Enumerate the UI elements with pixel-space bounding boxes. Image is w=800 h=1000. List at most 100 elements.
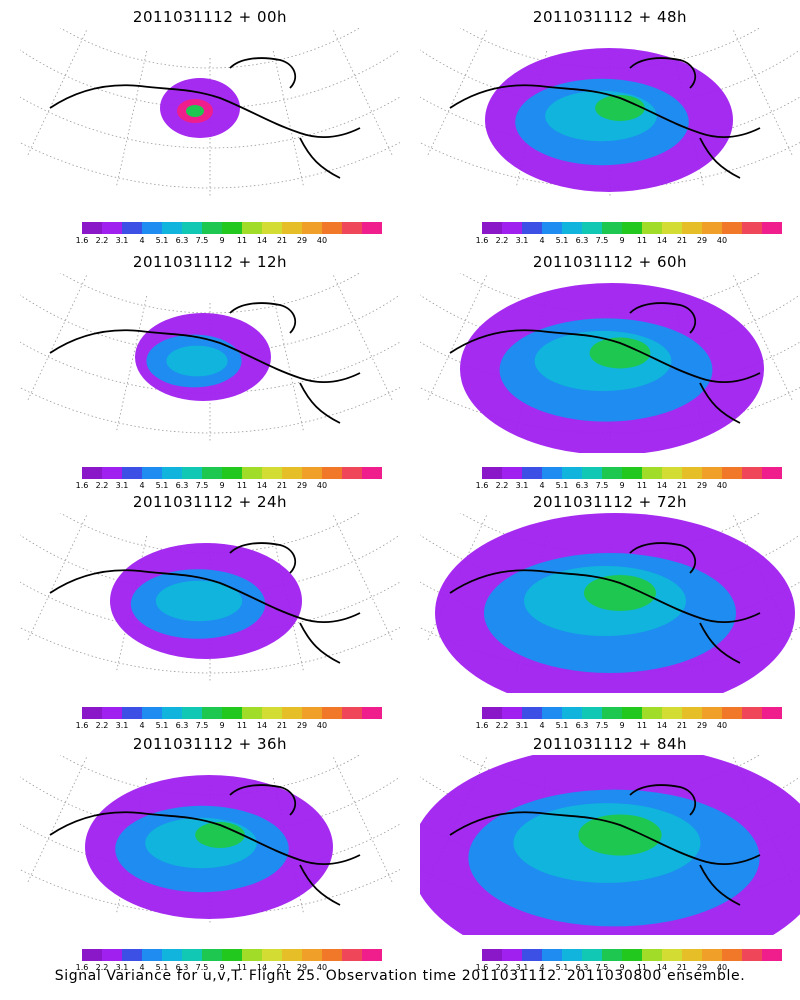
forecast-panel-24h: 2011031112 + 24h 1.6 2.2 3.1 4 5.1 6.3 7.5 9 11 14… <box>20 485 400 730</box>
colorbar-segment <box>502 707 522 719</box>
colorbar-segment <box>742 467 762 479</box>
colorbar-segment <box>162 222 182 234</box>
colorbar-segment <box>662 949 682 961</box>
figure-caption: Signal Variance for u,v,T. Flight 25. Ob… <box>54 968 746 984</box>
colorbar-tick-label: 3.1 <box>515 721 529 730</box>
colorbar-segment <box>502 949 522 961</box>
colorbar-tick-label: 1.6 <box>75 721 89 730</box>
colorbar <box>482 949 782 961</box>
colorbar-tick-label: 3.1 <box>515 481 529 490</box>
colorbar <box>82 467 382 479</box>
colorbar-tick-label: 1.6 <box>75 963 89 972</box>
colorbar-segment <box>82 467 102 479</box>
colorbar-segment <box>542 467 562 479</box>
colorbar-segment <box>582 707 602 719</box>
colorbar-segment <box>302 467 322 479</box>
colorbar-tick-label: 2.2 <box>95 236 109 245</box>
coastline <box>449 302 761 424</box>
colorbar-segment <box>682 949 702 961</box>
polar-map <box>20 755 400 925</box>
colorbar-segment <box>322 949 342 961</box>
variance-field <box>135 313 271 401</box>
colorbar-tick-label: 40 <box>316 236 328 245</box>
colorbar-tick-label: 7.5 <box>195 481 209 490</box>
forecast-panel-48h: 2011031112 + 48h 1.6 2.2 3.1 4 5.1 6.3 7.5 9 11 14… <box>420 0 800 245</box>
colorbar-tick-label: 9 <box>619 481 625 490</box>
colorbar-segment <box>582 222 602 234</box>
colorbar-tick-label: 11 <box>236 481 248 490</box>
colorbar-tick-label: 3.1 <box>115 721 129 730</box>
colorbar-tick-label: 4 <box>139 481 145 490</box>
colorbar <box>482 707 782 719</box>
colorbar-tick-label: 2.2 <box>95 721 109 730</box>
colorbar-segment <box>342 467 362 479</box>
panel-title: 2011031112 + 60h <box>532 253 688 271</box>
colorbar-segment <box>102 467 122 479</box>
colorbar-segment <box>582 949 602 961</box>
colorbar <box>482 222 782 234</box>
colorbar-segment <box>122 222 142 234</box>
colorbar-segment <box>342 949 362 961</box>
colorbar-tick-label: 29 <box>296 721 308 730</box>
variance-field <box>460 283 764 453</box>
colorbar-segment <box>722 707 742 719</box>
colorbar-tick-label: 5.1 <box>555 963 569 972</box>
colorbar-tick-label: 21 <box>676 721 688 730</box>
colorbar-ticks: 1.6 2.2 3.1 4 5.1 6.3 7.5 9 11 14 21 29 40 <box>76 721 382 731</box>
colorbar-tick-label: 1.6 <box>475 721 489 730</box>
colorbar <box>482 467 782 479</box>
colorbar-segment <box>522 707 542 719</box>
lat-lon-grid <box>20 28 400 198</box>
colorbar-tick-label: 14 <box>256 721 268 730</box>
colorbar-tick-label: 4 <box>539 481 545 490</box>
colorbar-tick-label: 11 <box>236 963 248 972</box>
colorbar-tick-label: 7.5 <box>595 481 609 490</box>
colorbar-tick-label: 7.5 <box>595 963 609 972</box>
colorbar-segment <box>202 949 222 961</box>
colorbar-tick-label: 6.3 <box>575 236 589 245</box>
colorbar-tick-label: 4 <box>539 963 545 972</box>
colorbar-segment <box>542 707 562 719</box>
colorbar-tick-label: 9 <box>619 236 625 245</box>
colorbar-segment <box>662 222 682 234</box>
colorbar-segment <box>322 467 342 479</box>
colorbar-tick-label: 7.5 <box>595 236 609 245</box>
colorbar-segment <box>502 467 522 479</box>
colorbar-tick-label: 29 <box>296 481 308 490</box>
colorbar-tick-label: 5.1 <box>155 721 169 730</box>
colorbar-segment <box>562 707 582 719</box>
colorbar-segment <box>642 222 662 234</box>
colorbar-segment <box>542 949 562 961</box>
forecast-panel-72h: 2011031112 + 72h 1.6 2.2 3.1 4 5.1 6.3 7.5 9 11 14… <box>420 485 800 730</box>
coastline <box>49 57 361 179</box>
colorbar-segment <box>482 707 502 719</box>
colorbar-tick-label: 4 <box>539 236 545 245</box>
colorbar-tick-label: 29 <box>296 236 308 245</box>
colorbar-ticks: 1.6 2.2 3.1 4 5.1 6.3 7.5 9 11 14 21 29 40 <box>76 236 382 246</box>
colorbar-ticks: 1.6 2.2 3.1 4 5.1 6.3 7.5 9 11 14 21 29 40 <box>476 963 782 973</box>
colorbar-segment <box>762 707 782 719</box>
colorbar-segment <box>602 707 622 719</box>
colorbar-segment <box>102 707 122 719</box>
colorbar-tick-label: 7.5 <box>195 721 209 730</box>
forecast-panel-60h: 2011031112 + 60h 1.6 2.2 3.1 4 5.1 6.3 7.5 9 11 14… <box>420 245 800 490</box>
colorbar-tick-label: 3.1 <box>115 481 129 490</box>
colorbar-tick-label: 6.3 <box>175 963 189 972</box>
colorbar-tick-label: 3.1 <box>515 236 529 245</box>
colorbar-tick-label: 40 <box>716 481 728 490</box>
variance-field <box>485 48 733 192</box>
colorbar-segment <box>702 949 722 961</box>
coastline <box>49 302 361 424</box>
colorbar-tick-label: 2.2 <box>495 721 509 730</box>
colorbar-segment <box>122 707 142 719</box>
colorbar-segment <box>482 949 502 961</box>
colorbar-segment <box>322 222 342 234</box>
colorbar-segment <box>502 222 522 234</box>
colorbar-tick-label: 21 <box>276 721 288 730</box>
colorbar-tick-label: 21 <box>676 963 688 972</box>
colorbar-tick-label: 4 <box>139 721 145 730</box>
colorbar-segment <box>702 222 722 234</box>
colorbar-segment <box>482 222 502 234</box>
colorbar-tick-label: 6.3 <box>575 481 589 490</box>
colorbar-tick-label: 4 <box>539 721 545 730</box>
